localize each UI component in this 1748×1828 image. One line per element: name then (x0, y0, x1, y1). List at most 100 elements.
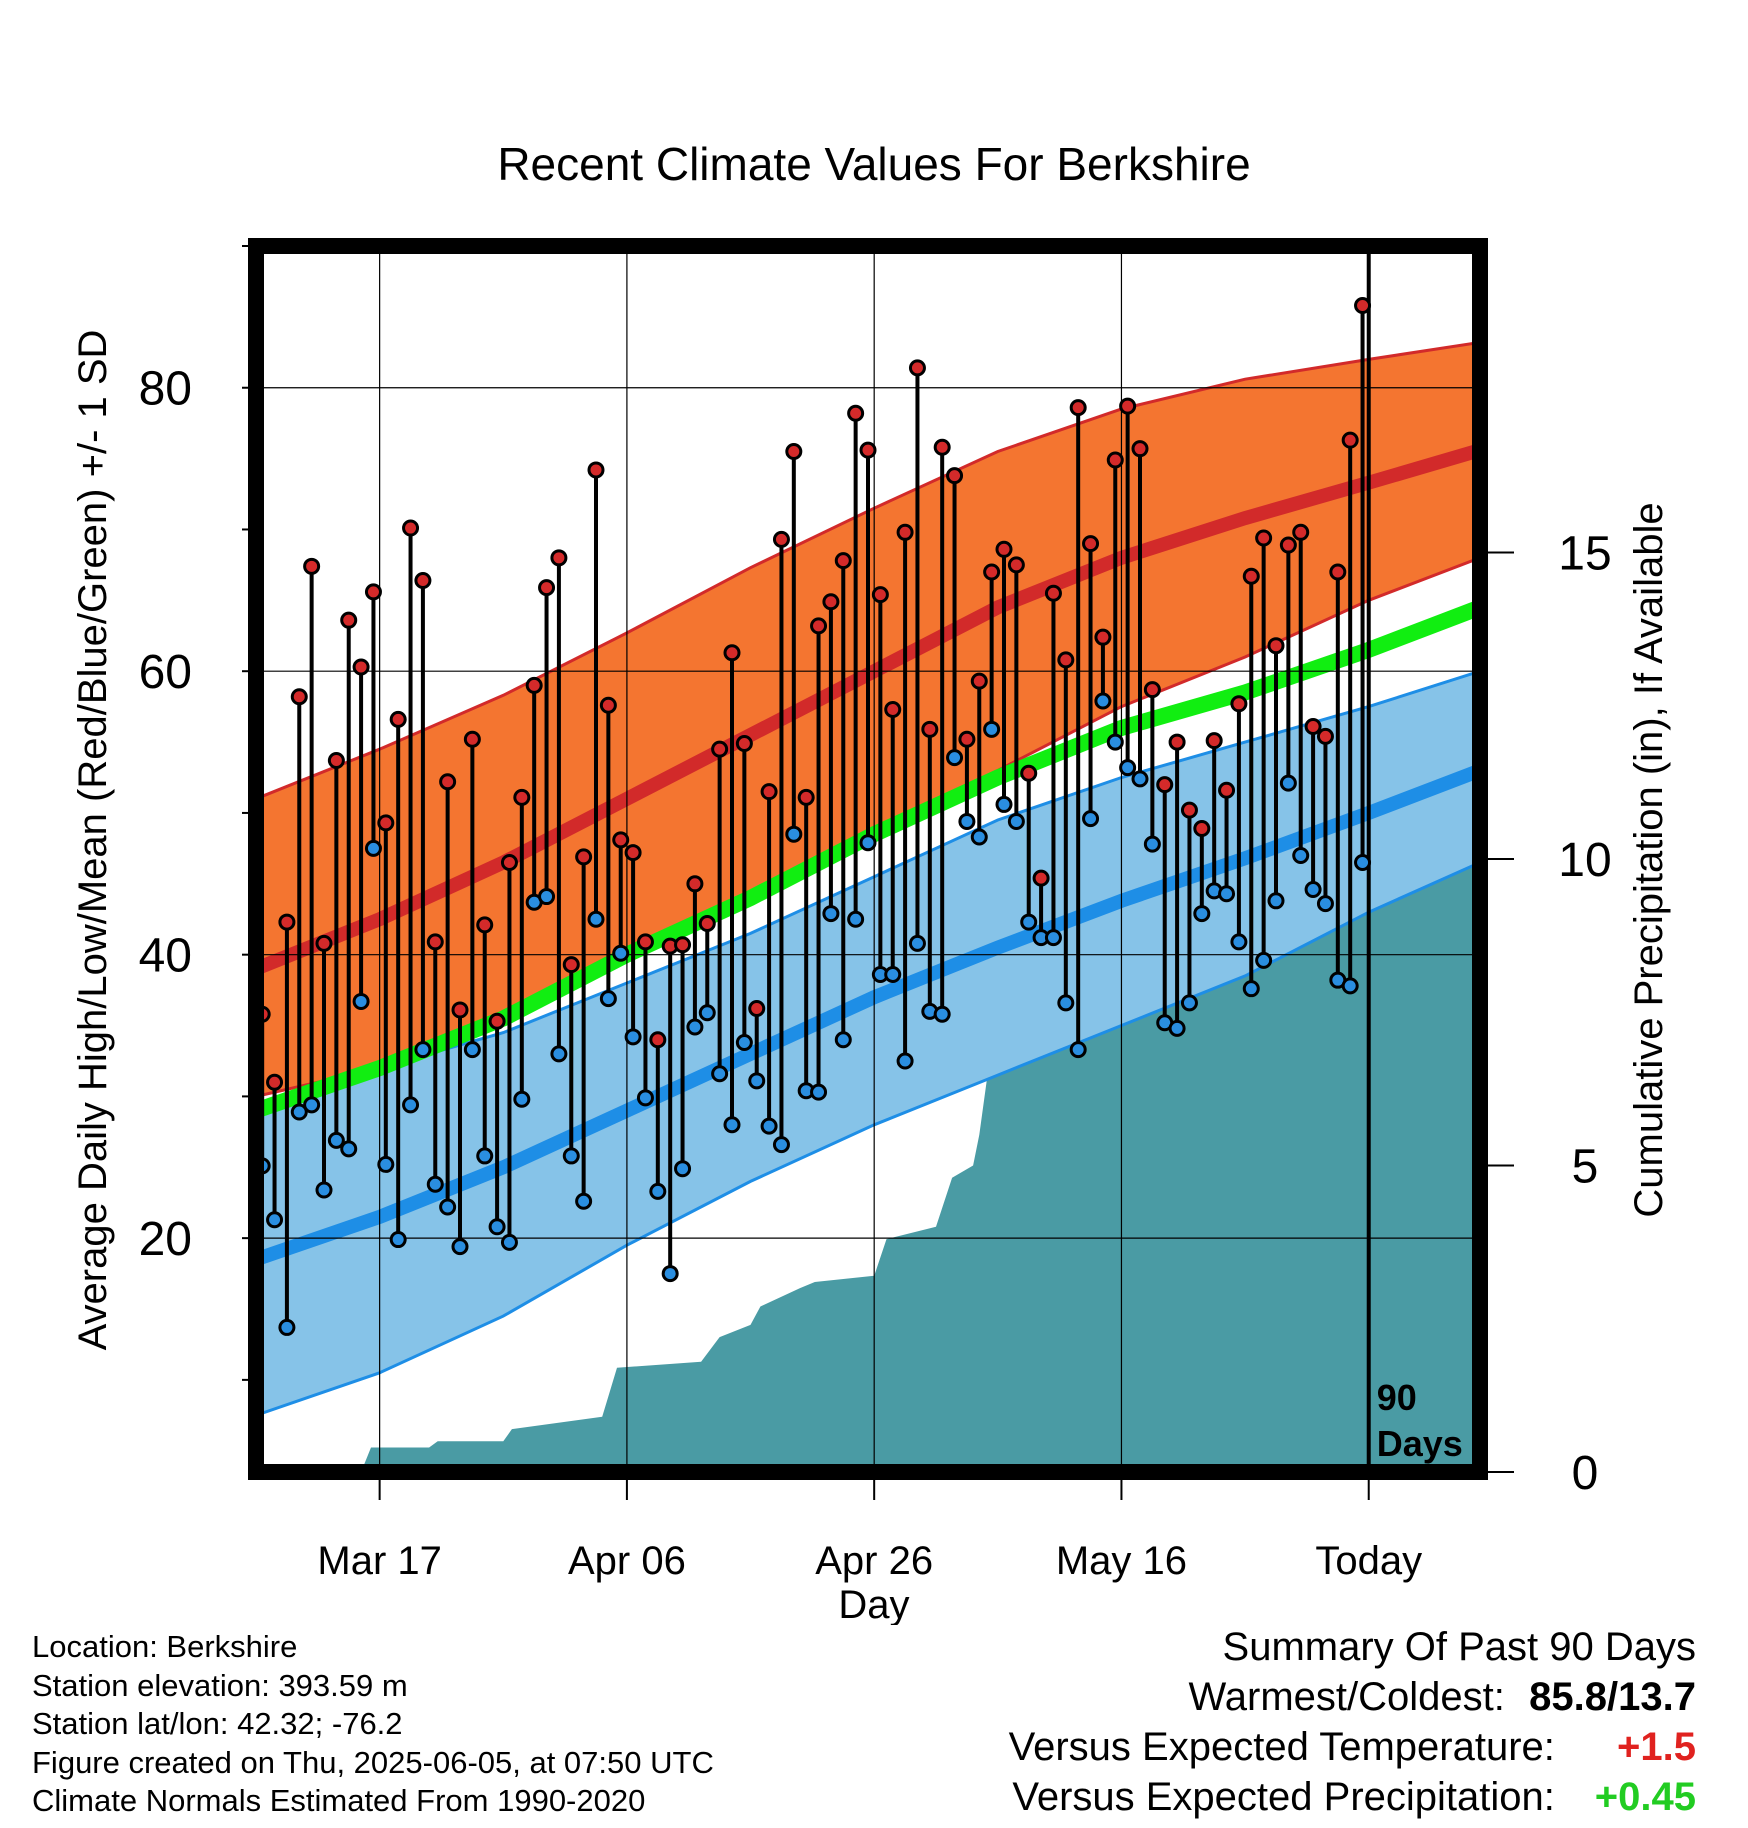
daily-high-point (1020, 764, 1038, 782)
x-tick-label: Today (1315, 1539, 1422, 1583)
daily-high-point (1193, 820, 1211, 838)
daily-high-point (1304, 717, 1322, 735)
daily-high-point (1354, 297, 1372, 315)
daily-high-point (822, 593, 840, 611)
daily-low-point (1106, 733, 1124, 751)
daily-high-point (1106, 451, 1124, 469)
daily-low-point (1119, 759, 1137, 777)
daily-low-point (970, 828, 988, 846)
daily-low-point (1279, 774, 1297, 792)
daily-low-point (1230, 933, 1248, 951)
daily-high-point (1218, 781, 1236, 799)
daily-high-point (476, 916, 494, 934)
daily-low-point (1069, 1041, 1087, 1059)
location-text: Location: Berkshire (32, 1629, 298, 1664)
plot-area: 90 Days 20 40 60 80 0 5 10 15 Mar 17 Apr 06 Apr 26 Ma… (139, 238, 1612, 1583)
daily-low-point (1131, 770, 1149, 788)
daily-low-point (315, 1181, 333, 1199)
normals-text: Climate Normals Estimated From 1990-2020 (32, 1783, 646, 1818)
daily-high-point (983, 563, 1001, 581)
warmest-coldest-value: 85.8/13.7 (1529, 1675, 1696, 1719)
daily-high-point (847, 404, 865, 422)
x-axis-label: Day (838, 1583, 909, 1625)
daily-low-point (513, 1090, 531, 1108)
daily-low-point (327, 1131, 345, 1149)
daily-low-point (1316, 895, 1334, 913)
daily-low-point (1168, 1019, 1186, 1037)
daily-low-point (810, 1083, 828, 1101)
daily-high-point (1267, 637, 1285, 655)
y2-axis-label: Cumulative Precipitation (in), If Availa… (1627, 502, 1671, 1217)
daily-low-point (661, 1265, 679, 1283)
daily-low-point (500, 1233, 518, 1251)
daily-high-point (871, 586, 889, 604)
daily-high-point (797, 788, 815, 806)
temp-anomaly-row: Versus Expected Temperature: +1.5 (1009, 1722, 1696, 1772)
y2-tick-label: 0 (1572, 1447, 1599, 1500)
chart-title: Recent Climate Values For Berkshire (497, 138, 1250, 190)
daily-low-point (958, 812, 976, 830)
daily-high-point (649, 1031, 667, 1049)
daily-high-point (1094, 628, 1112, 646)
today-days-label: Days (1377, 1423, 1463, 1464)
x-tick-label: Apr 26 (815, 1539, 933, 1583)
daily-low-point (748, 1072, 766, 1090)
daily-high-point (1007, 556, 1025, 574)
daily-low-point (538, 888, 556, 906)
y2-tick-label: 10 (1558, 834, 1611, 887)
daily-high-point (624, 844, 642, 862)
daily-high-point (1044, 584, 1062, 602)
daily-low-point (587, 910, 605, 928)
daily-low-point (1193, 905, 1211, 923)
daily-high-point (500, 854, 518, 872)
daily-high-point (748, 1000, 766, 1018)
daily-low-point (884, 966, 902, 984)
daily-low-point (896, 1052, 914, 1070)
daily-low-point (389, 1231, 407, 1249)
daily-low-point (426, 1175, 444, 1193)
daily-high-point (1292, 523, 1310, 541)
daily-low-point (1082, 810, 1100, 828)
daily-low-point (1218, 885, 1236, 903)
plot-inner: 90 Days (256, 246, 1480, 1472)
daily-low-point (785, 825, 803, 843)
daily-high-point (636, 933, 654, 951)
daily-high-point (859, 441, 877, 459)
daily-low-point (1341, 977, 1359, 995)
daily-low-point (847, 910, 865, 928)
daily-high-point (426, 933, 444, 951)
daily-high-point (1131, 440, 1149, 458)
daily-low-point (1292, 846, 1310, 864)
daily-high-point (389, 710, 407, 728)
daily-low-point (352, 992, 370, 1010)
daily-high-point (1316, 727, 1334, 745)
daily-low-point (1267, 892, 1285, 910)
daily-low-point (1044, 929, 1062, 947)
daily-low-point (266, 1211, 284, 1229)
warmest-coldest-row: Warmest/Coldest: 85.8/13.7 (1009, 1672, 1697, 1722)
daily-high-point (884, 700, 902, 718)
latlon-text: Station lat/lon: 42.32; -76.2 (32, 1706, 403, 1741)
daily-high-point (1168, 733, 1186, 751)
created-text: Figure created on Thu, 2025-06-05, at 07… (32, 1744, 714, 1780)
daily-low-point (723, 1116, 741, 1134)
daily-high-point (711, 740, 729, 758)
daily-high-point (1180, 801, 1198, 819)
daily-low-point (414, 1041, 432, 1059)
daily-high-point (575, 848, 593, 866)
elevation-text: Station elevation: 393.59 m (32, 1667, 408, 1703)
daily-high-point (278, 913, 296, 931)
precip-anomaly-row: Versus Expected Precipitation: +0.45 (1009, 1772, 1696, 1822)
daily-low-point (1143, 835, 1161, 853)
daily-high-point (538, 579, 556, 597)
daily-high-point (1341, 431, 1359, 449)
daily-high-point (451, 1001, 469, 1019)
daily-high-point (1032, 869, 1050, 887)
daily-high-point (995, 540, 1013, 558)
daily-high-point (352, 658, 370, 676)
daily-low-point (1304, 880, 1322, 898)
daily-high-point (525, 676, 543, 694)
daily-high-point (612, 831, 630, 849)
daily-low-point (946, 749, 964, 767)
temp-anomaly-value: +1.5 (1617, 1725, 1696, 1769)
